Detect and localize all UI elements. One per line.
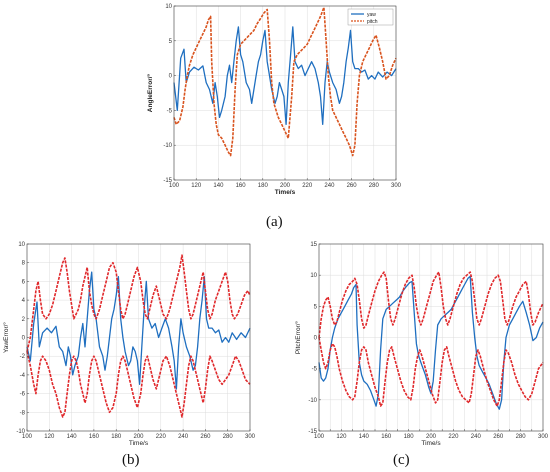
legend-label-pitch: pitch: [367, 19, 378, 25]
y-tick-label: 10: [18, 242, 25, 248]
chart-c: 100 120 140 160 180 200 220 240 260 280 300-15-10-…: [294, 242, 549, 447]
y-tick-label: -10: [308, 398, 317, 404]
y-tick-label: -15: [163, 178, 172, 184]
y-axis-label: PitchError/°: [294, 320, 302, 354]
y-tick-label: 6: [22, 279, 26, 285]
x-tick-label: 260: [347, 183, 358, 189]
y-tick-label: 5: [169, 39, 173, 45]
x-tick-label: 220: [448, 434, 459, 440]
y-tick-label: 0: [22, 336, 26, 342]
y-tick-label: -5: [167, 108, 173, 114]
y-axis-label: AngleError/°: [146, 73, 154, 112]
x-axis-label: Time/s: [275, 189, 296, 196]
x-tick-label: 280: [223, 434, 234, 440]
x-tick-label: 300: [538, 434, 549, 440]
series-line-b-0: [26, 271, 251, 390]
series-line-b-1: [26, 254, 251, 352]
x-tick-label: 160: [236, 183, 247, 189]
caption-c: (c): [393, 452, 410, 468]
x-tick-label: 100: [314, 434, 325, 440]
y-tick-label: -10: [163, 143, 172, 149]
y-tick-label: -15: [308, 429, 317, 435]
y-tick-label: 2: [22, 317, 26, 323]
y-tick-label: -5: [312, 367, 318, 373]
y-tick-label: 10: [165, 4, 172, 10]
y-axis-label: YawError/°: [2, 322, 10, 353]
x-tick-label: 200: [426, 434, 437, 440]
x-tick-label: 240: [178, 434, 189, 440]
y-tick-label: 0: [314, 336, 318, 342]
y-tick-label: -4: [20, 373, 26, 379]
y-tick-label: -6: [20, 392, 26, 398]
series-line-pitch: [173, 6, 397, 157]
x-tick-label: 300: [245, 434, 256, 440]
y-tick-label: 5: [314, 304, 318, 310]
y-tick-label: -2: [20, 354, 26, 360]
x-tick-label: 300: [391, 183, 402, 189]
x-tick-label: 160: [381, 434, 392, 440]
legend-box: [347, 8, 394, 26]
x-tick-label: 180: [404, 434, 415, 440]
chart-a: 100 120 140 160 180 200 220 240 260 280 300-15-10-…: [146, 4, 402, 196]
x-axis-label: Time/s: [129, 440, 149, 447]
series-line-c-1: [318, 271, 544, 338]
x-tick-label: 280: [369, 183, 380, 189]
y-tick-label: 4: [22, 298, 26, 304]
x-tick-label: 140: [213, 183, 224, 189]
x-axis-label: Time/s: [421, 440, 441, 447]
y-tick-label: -8: [20, 410, 26, 416]
x-tick-label: 100: [169, 183, 180, 189]
y-tick-label: 8: [22, 261, 26, 267]
x-tick-label: 240: [324, 183, 335, 189]
x-tick-label: 220: [302, 183, 313, 189]
x-tick-label: 140: [67, 434, 78, 440]
x-tick-label: 120: [336, 434, 347, 440]
caption-a: (a): [266, 214, 283, 230]
x-tick-label: 140: [359, 434, 370, 440]
y-tick-label: 15: [310, 242, 317, 248]
caption-b: (b): [122, 452, 140, 468]
series-line-yaw: [173, 26, 397, 125]
series-line-c-0: [318, 275, 544, 410]
x-tick-label: 180: [258, 183, 269, 189]
x-tick-label: 260: [493, 434, 504, 440]
x-tick-label: 200: [133, 434, 144, 440]
x-tick-label: 160: [89, 434, 100, 440]
series-line-c-2: [318, 337, 544, 407]
x-tick-label: 120: [44, 434, 55, 440]
x-tick-label: 100: [22, 434, 33, 440]
x-tick-label: 120: [191, 183, 202, 189]
x-tick-label: 220: [156, 434, 167, 440]
x-tick-label: 280: [516, 434, 527, 440]
legend-label-yaw: yaw: [367, 12, 376, 18]
y-tick-label: -10: [16, 429, 25, 435]
x-tick-label: 180: [111, 434, 122, 440]
y-tick-label: 0: [169, 74, 173, 80]
series-line-b-2: [26, 351, 251, 418]
x-tick-label: 200: [280, 183, 291, 189]
x-tick-label: 260: [200, 434, 211, 440]
y-tick-label: 10: [310, 273, 317, 279]
x-tick-label: 240: [471, 434, 482, 440]
chart-b: 100 120 140 160 180 200 220 240 260 280 300-10-8-6…: [2, 242, 256, 447]
